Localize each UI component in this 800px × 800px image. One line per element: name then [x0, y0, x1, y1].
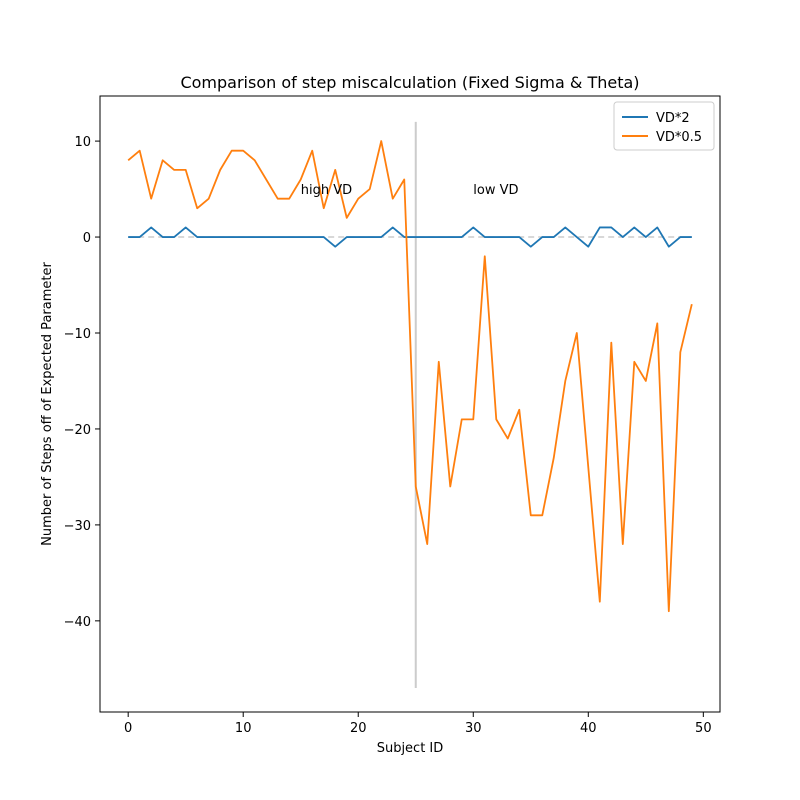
x-tick-label: 0 — [124, 721, 132, 736]
annotations: high VD low VD — [301, 183, 519, 198]
annotation-label: high VD — [301, 183, 352, 198]
legend: VD*2 VD*0.5 — [613, 101, 715, 151]
y-tick-label: −30 — [64, 519, 91, 534]
legend-label-1: VD*0.5 — [656, 130, 702, 145]
y-tick-label: −10 — [64, 327, 91, 342]
legend-label-0: VD*2 — [656, 111, 690, 126]
x-tick-label: 50 — [695, 721, 712, 736]
series-line-1 — [127, 140, 693, 613]
x-axis-label: Subject ID — [377, 741, 444, 756]
y-axis-label: Number of Steps off of Expected Paramete… — [40, 262, 55, 546]
x-tick-label: 10 — [235, 721, 252, 736]
series-line-0 — [128, 226, 692, 248]
y-tick-label: 10 — [74, 135, 91, 150]
y-tick-label: −20 — [64, 423, 91, 438]
chart-title: Comparison of step miscalculation (Fixed… — [180, 73, 639, 92]
x-tick-label: 30 — [465, 721, 482, 736]
y-tick-label: 0 — [83, 231, 91, 246]
y-axis: 10 0 −10 −20 −30 −40 — [64, 135, 100, 630]
x-tick-label: 20 — [350, 721, 367, 736]
plot-area — [127, 121, 693, 689]
plot-frame — [99, 95, 721, 713]
annotation-label: low VD — [473, 183, 518, 198]
x-axis: 0 10 20 30 40 50 — [124, 712, 712, 736]
legend-box — [613, 101, 715, 151]
y-tick-label: −40 — [64, 615, 91, 630]
x-tick-label: 40 — [580, 721, 597, 736]
